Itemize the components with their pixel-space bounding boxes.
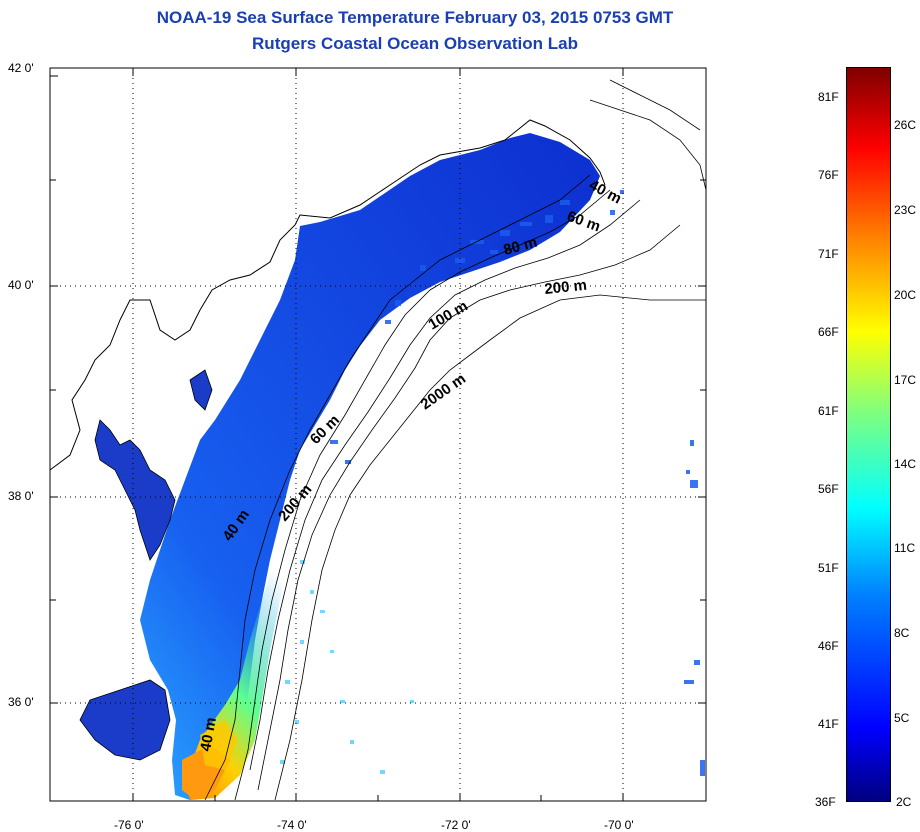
colorbar-f-label: 46F [818, 639, 839, 653]
lat-label: 42 0' [8, 61, 34, 75]
lat-lon-grid [50, 68, 706, 801]
colorbar-c-label: 26C [894, 118, 917, 132]
chesapeake-bay [94, 419, 176, 561]
contour-label: 40 m [197, 716, 220, 753]
colorbar-c-label: 2C [896, 795, 912, 809]
colorbar-f-label: 71F [818, 247, 839, 261]
colorbar-f-label: 51F [818, 561, 839, 575]
lon-label: -76 0' [114, 818, 144, 832]
pamlico-sound [79, 679, 171, 761]
lon-label: -72 0' [441, 818, 471, 832]
colorbar-c-label: 8C [894, 626, 910, 640]
coastline [50, 119, 606, 471]
lat-label: 38 0' [8, 489, 34, 503]
frame-ticks [50, 68, 706, 801]
colorbar-c-label: 11C [894, 541, 916, 555]
colorbar-f-label: 41F [818, 717, 839, 731]
map-subtitle: Rutgers Coastal Ocean Observation Lab [252, 34, 578, 53]
colorbar-c-label: 14C [894, 457, 917, 471]
lat-label: 40 0' [8, 278, 34, 292]
colorbar [846, 67, 891, 802]
colorbar-f-label: 36F [815, 795, 836, 809]
lat-label: 36 0' [8, 695, 34, 709]
lon-label: -74 0' [277, 818, 307, 832]
colorbar-c-label: 17C [894, 373, 917, 387]
bathymetry-contours [204, 79, 706, 801]
colorbar-c-label: 23C [894, 203, 917, 217]
lon-label: -70 0' [604, 818, 634, 832]
map-title: NOAA-19 Sea Surface Temperature February… [156, 8, 674, 27]
sst-fragments [330, 190, 705, 776]
colorbar-f-label: 81F [818, 90, 839, 104]
colorbar-c-label: 5C [894, 711, 910, 725]
colorbar-f-label: 76F [818, 168, 839, 182]
colorbar-f-label: 56F [818, 482, 839, 496]
colorbar-f-label: 61F [818, 404, 839, 418]
colorbar-c-label: 20C [894, 288, 917, 302]
plot-frame [49, 67, 707, 802]
contour-label: 200 m [544, 277, 588, 298]
delaware-bay [189, 369, 213, 411]
colorbar-f-label: 66F [818, 325, 839, 339]
